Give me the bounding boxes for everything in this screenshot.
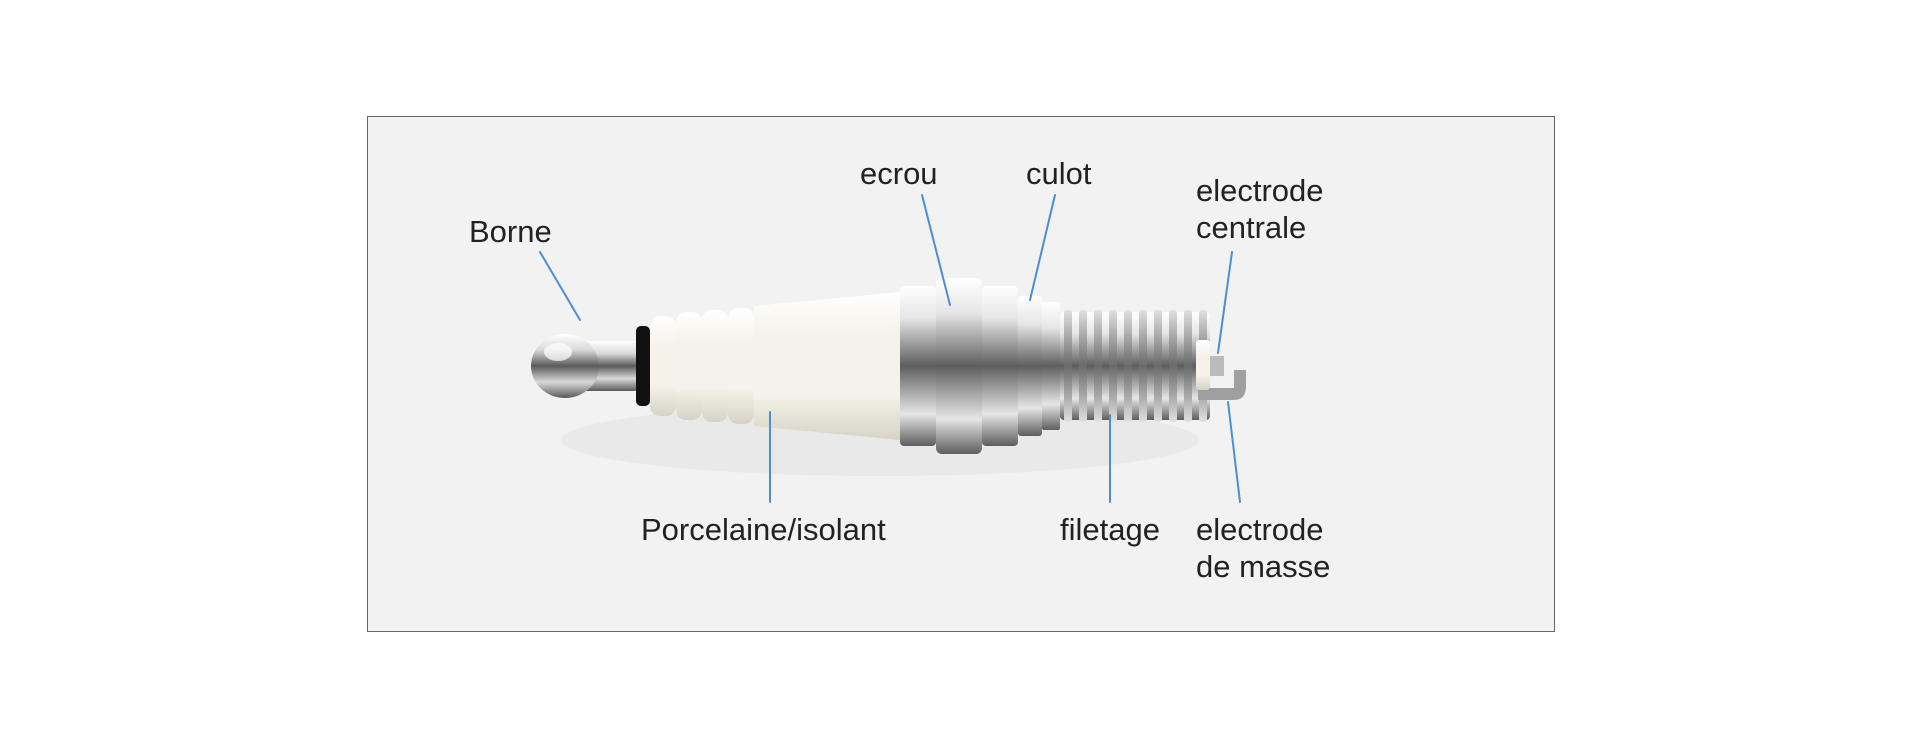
diagram-canvas: Borne Porcelaine/isolant ecrou culot filetag… (0, 0, 1920, 750)
label-borne: Borne (469, 213, 552, 250)
label-electrode_centrale: electrodecentrale (1196, 172, 1324, 246)
leader-lines (0, 0, 1920, 750)
label-culot: culot (1026, 155, 1091, 192)
label-porcelaine: Porcelaine/isolant (641, 511, 886, 548)
label-electrode_masse: electrodede masse (1196, 511, 1330, 585)
leader-ecrou (922, 195, 950, 305)
leader-electrode_centrale (1218, 252, 1232, 353)
leader-borne (540, 252, 580, 320)
label-filetage: filetage (1060, 511, 1160, 548)
leader-culot (1030, 195, 1055, 300)
label-ecrou: ecrou (860, 155, 938, 192)
leader-electrode_masse (1228, 402, 1240, 502)
